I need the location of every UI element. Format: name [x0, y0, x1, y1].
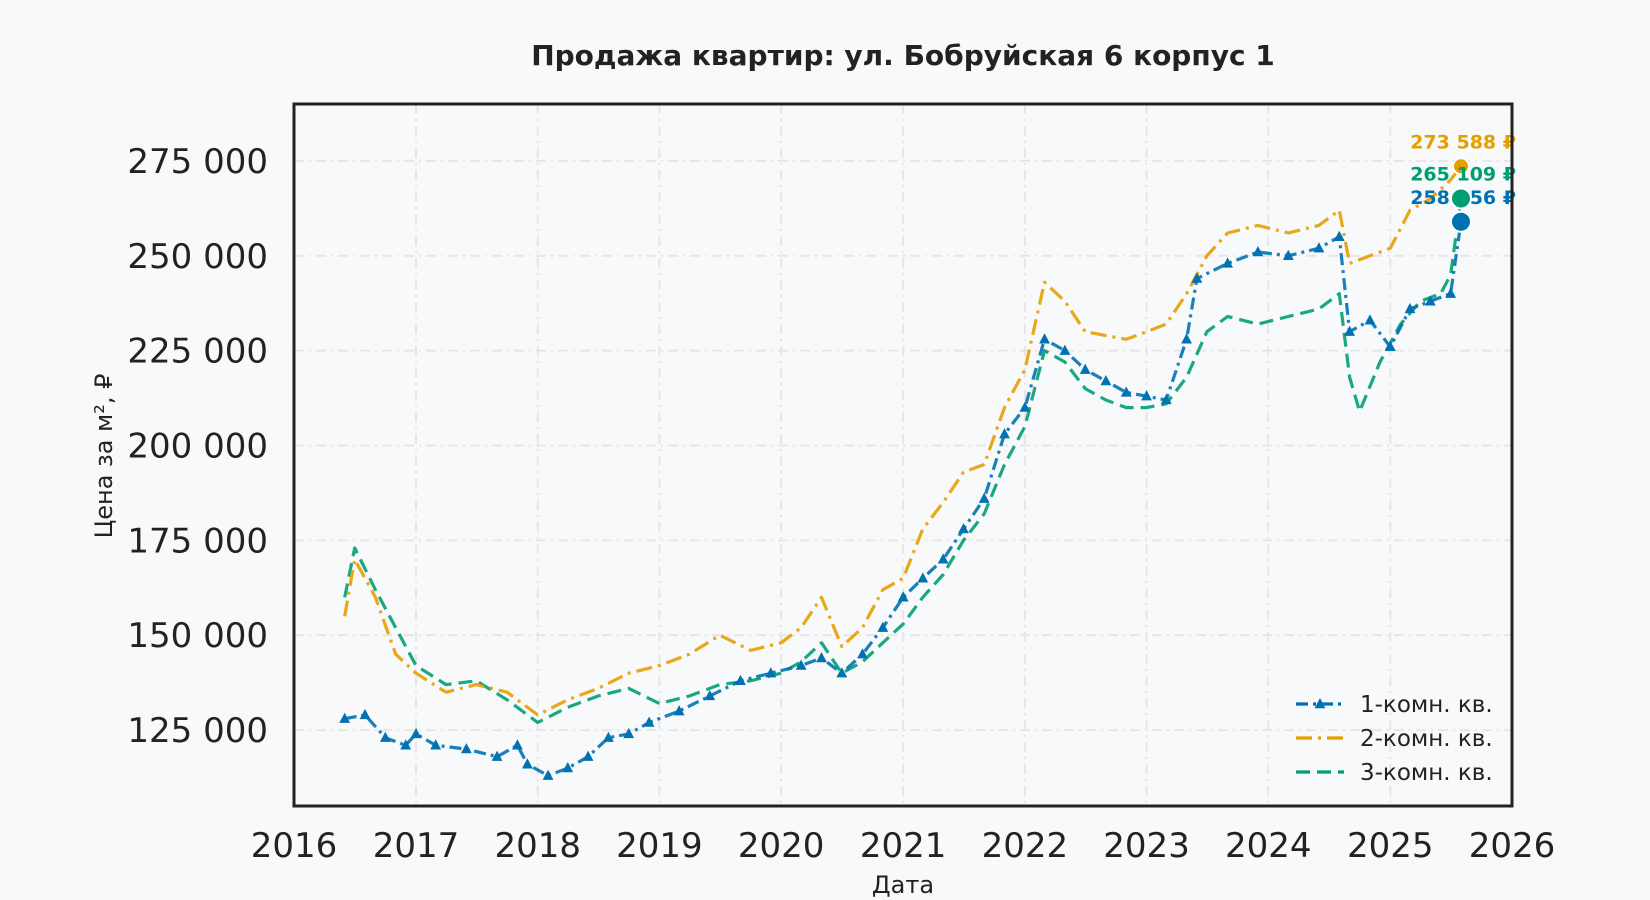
legend-marker	[1314, 698, 1326, 709]
legend-label: 1-комн. кв.	[1360, 692, 1493, 718]
data-point-marker	[1039, 333, 1050, 344]
x-tick-label: 2021	[860, 826, 947, 866]
data-point-marker	[1404, 302, 1416, 314]
endpoint-marker	[1451, 157, 1470, 176]
x-tick-label: 2018	[494, 826, 581, 866]
legend: 1-комн. кв. 2-комн. кв. 3-комн. кв.	[1296, 692, 1493, 786]
endpoint-marker	[1449, 187, 1472, 210]
endpoint-value-label: 273 588 ₽	[1410, 131, 1516, 153]
data-point-marker	[1364, 314, 1376, 325]
data-point-marker	[1222, 257, 1233, 268]
data-point-marker	[1333, 230, 1345, 242]
x-tick-label: 2020	[738, 826, 825, 866]
data-point-marker	[603, 731, 614, 742]
series-3	[343, 198, 1463, 725]
data-point-marker	[836, 667, 848, 678]
y-axis-label: Цена за м², ₽	[90, 374, 118, 539]
data-point-marker	[400, 739, 412, 750]
y-tick-label: 150 000	[127, 616, 268, 656]
x-tick-label: 2017	[373, 826, 460, 866]
data-point-marker	[460, 743, 472, 754]
data-point-marker	[937, 553, 949, 564]
data-point-marker	[1160, 393, 1172, 405]
x-tick-label: 2023	[1103, 826, 1190, 866]
series-1	[339, 215, 1467, 780]
data-point-marker	[359, 708, 371, 720]
series-2	[343, 165, 1463, 717]
data-point-marker	[816, 652, 827, 663]
data-point-marker	[735, 674, 746, 685]
data-point-marker	[643, 716, 655, 727]
data-point-marker	[379, 731, 391, 742]
x-tick-label: 2022	[982, 826, 1069, 866]
grid	[293, 104, 1513, 806]
x-tick-label: 2026	[1469, 826, 1556, 866]
data-point-marker	[978, 492, 990, 503]
y-tick-label: 250 000	[127, 237, 268, 277]
y-tick-label: 175 000	[127, 521, 268, 561]
endpoint-value-label: 265 109 ₽	[1410, 163, 1516, 185]
data-point-marker	[917, 572, 929, 583]
data-point-marker	[1252, 245, 1264, 257]
data-point-marker	[857, 648, 868, 659]
data-point-marker	[339, 712, 351, 723]
data-point-marker	[1019, 401, 1031, 412]
data-point-marker	[1424, 295, 1436, 306]
data-point-marker	[1141, 390, 1152, 401]
x-axis-label: Дата	[872, 871, 934, 899]
data-point-marker	[765, 667, 777, 678]
data-point-marker	[511, 739, 523, 750]
data-point-marker	[1344, 325, 1356, 336]
x-tick-label: 2016	[251, 826, 338, 866]
legend-label: 3-комн. кв.	[1360, 760, 1493, 786]
data-point-marker	[521, 758, 533, 769]
y-tick-label: 125 000	[127, 711, 268, 751]
data-point-marker	[1191, 272, 1203, 283]
y-tick-label: 275 000	[127, 142, 268, 182]
series-line	[343, 165, 1463, 717]
chart-title: Продажа квартир: ул. Бобруйская 6 корпус…	[531, 39, 1275, 72]
legend-label: 2-комн. кв.	[1360, 726, 1493, 752]
data-point-marker	[410, 727, 422, 739]
data-point-marker	[542, 769, 554, 780]
y-tick-label: 200 000	[127, 427, 268, 467]
data-point-marker	[1120, 386, 1132, 397]
data-point-marker	[1059, 344, 1071, 355]
data-point-marker	[673, 705, 685, 716]
data-point-marker	[958, 522, 969, 534]
x-tick-label: 2024	[1225, 826, 1312, 866]
data-point-marker	[1313, 242, 1325, 253]
endpoint-marker	[1449, 210, 1472, 233]
data-point-marker	[1384, 340, 1396, 352]
data-point-marker	[491, 750, 503, 761]
endpoint-layer: 258 956 ₽273 588 ₽265 109 ₽	[1410, 131, 1516, 233]
x-tick-label: 2025	[1347, 826, 1434, 866]
x-tick-label: 2019	[616, 826, 703, 866]
data-point-marker	[704, 689, 716, 701]
tick-layer: 125 000 150 000 175 000 200 000 225 000 250 0…	[127, 142, 1555, 866]
y-tick-label: 225 000	[127, 332, 268, 372]
data-point-marker	[877, 621, 889, 632]
data-point-marker	[1181, 333, 1192, 344]
data-point-marker	[1079, 363, 1091, 374]
data-point-marker	[582, 750, 594, 761]
series-layer	[339, 165, 1467, 780]
data-point-marker	[795, 659, 807, 670]
data-point-marker	[623, 727, 635, 739]
data-point-marker	[1445, 287, 1457, 298]
data-point-marker	[897, 591, 909, 602]
data-point-marker	[430, 739, 442, 750]
data-point-marker	[562, 762, 574, 773]
plot-frame	[292, 102, 1514, 808]
series-line	[343, 198, 1463, 725]
data-point-marker	[1282, 249, 1294, 260]
data-point-marker	[1100, 375, 1112, 386]
data-point-marker	[999, 428, 1010, 439]
